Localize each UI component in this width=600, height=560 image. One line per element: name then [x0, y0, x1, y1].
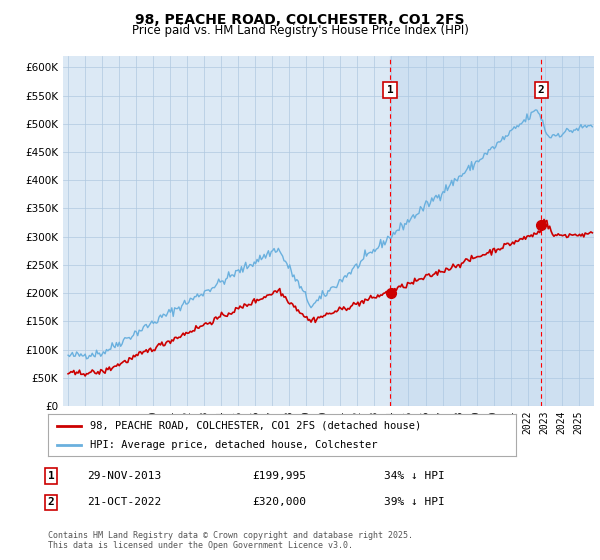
Text: 29-NOV-2013: 29-NOV-2013: [87, 471, 161, 481]
Text: HPI: Average price, detached house, Colchester: HPI: Average price, detached house, Colc…: [90, 440, 377, 450]
Text: 39% ↓ HPI: 39% ↓ HPI: [384, 497, 445, 507]
Bar: [390, 56, 598, 406]
Text: 98, PEACHE ROAD, COLCHESTER, CO1 2FS: 98, PEACHE ROAD, COLCHESTER, CO1 2FS: [135, 13, 465, 27]
Text: 2: 2: [538, 85, 545, 95]
Text: 1: 1: [386, 85, 394, 95]
Text: £320,000: £320,000: [252, 497, 306, 507]
Text: £199,995: £199,995: [252, 471, 306, 481]
Text: 34% ↓ HPI: 34% ↓ HPI: [384, 471, 445, 481]
Text: 2: 2: [47, 497, 55, 507]
Text: 1: 1: [47, 471, 55, 481]
Text: Contains HM Land Registry data © Crown copyright and database right 2025.
This d: Contains HM Land Registry data © Crown c…: [48, 530, 413, 550]
Text: 21-OCT-2022: 21-OCT-2022: [87, 497, 161, 507]
Text: 98, PEACHE ROAD, COLCHESTER, CO1 2FS (detached house): 98, PEACHE ROAD, COLCHESTER, CO1 2FS (de…: [90, 421, 421, 431]
Text: Price paid vs. HM Land Registry's House Price Index (HPI): Price paid vs. HM Land Registry's House …: [131, 24, 469, 36]
